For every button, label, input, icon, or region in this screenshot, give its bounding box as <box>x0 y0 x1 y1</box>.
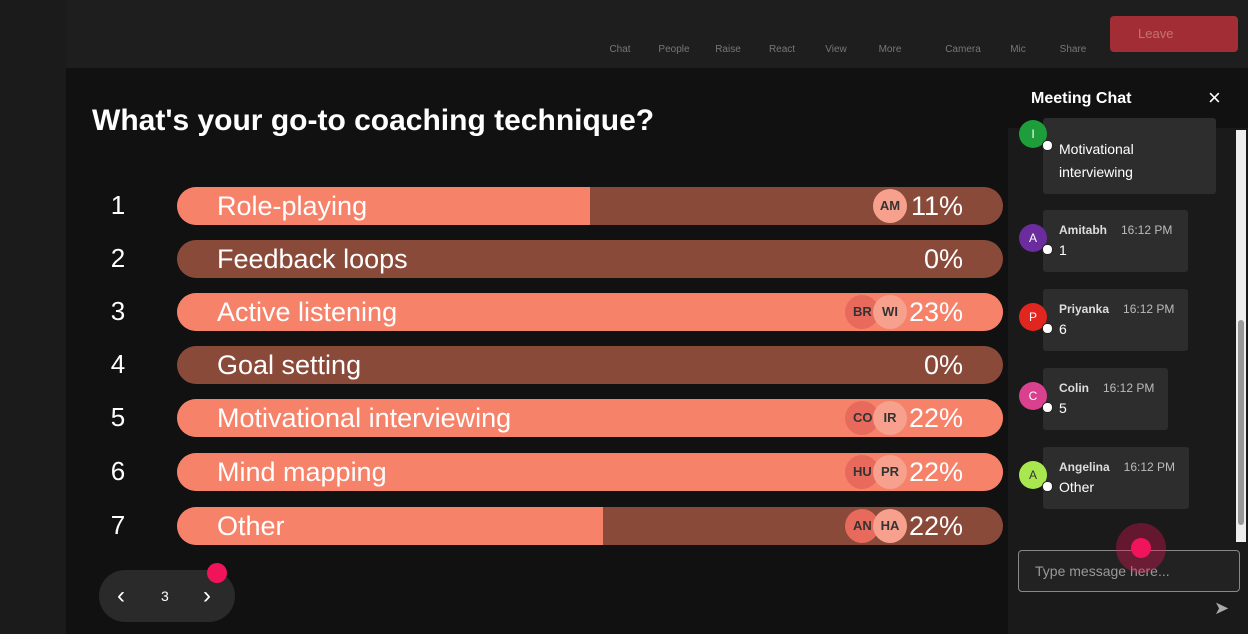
message-header: Amitabh 16:12 PM <box>1059 221 1172 237</box>
option-label: Feedback loops <box>217 244 408 274</box>
poll-question: What's your go-to coaching technique? <box>92 104 655 137</box>
sender-name: Angelina <box>1059 460 1110 474</box>
message-time: 16:12 PM <box>1123 302 1175 316</box>
avatar: IR <box>873 401 907 435</box>
toolbar-button[interactable]: Chat <box>609 44 631 55</box>
toolbar-button[interactable]: React <box>768 44 796 55</box>
chat-message: Amitabh 16:12 PM 1 <box>1043 210 1188 272</box>
option-percent: 23% <box>908 297 963 327</box>
chat-message: Priyanka 16:12 PM 6 <box>1043 289 1188 351</box>
chat-message: Motivational interviewing <box>1043 118 1216 194</box>
chat-title: Meeting Chat <box>1031 90 1132 107</box>
message-header: Priyanka 16:12 PM <box>1059 300 1174 316</box>
option-label: Role-playing <box>217 191 368 221</box>
toolbar-button[interactable]: People <box>658 44 690 55</box>
send-button[interactable]: ➤ <box>1214 598 1230 618</box>
option-number: 6 <box>110 456 126 486</box>
cursor-dot <box>207 563 227 583</box>
sidebar <box>0 0 66 634</box>
avatar: BR <box>845 295 879 329</box>
option-bar[interactable]: Other 22% AN HA <box>177 507 1003 545</box>
avatar: PR <box>873 455 907 489</box>
prev-button[interactable]: ‹ <box>117 582 125 609</box>
status-dot <box>1042 481 1053 492</box>
message-text: 6 <box>1059 321 1067 337</box>
option-label: Goal setting <box>217 350 362 380</box>
next-button[interactable]: › <box>203 582 211 609</box>
status-dot <box>1042 244 1053 255</box>
option-label: Mind mapping <box>217 457 387 487</box>
message-text: Motivational interviewing <box>1059 141 1134 180</box>
option-number: 4 <box>110 349 126 379</box>
message-header: Angelina 16:12 PM <box>1059 458 1175 474</box>
status-dot <box>1042 402 1053 413</box>
option-label: Other <box>217 511 285 541</box>
option-bar[interactable]: Goal setting 0% <box>177 346 1003 384</box>
message-time: 16:12 PM <box>1123 460 1176 474</box>
toolbar-button[interactable]: View <box>825 44 847 55</box>
bar-fill <box>177 187 590 225</box>
message-text: 1 <box>1059 242 1067 258</box>
chat-message: Colin 16:12 PM 5 <box>1043 368 1168 430</box>
toolbar-button[interactable]: Camera <box>945 44 981 55</box>
message-text: Other <box>1059 479 1095 495</box>
chat-message: Angelina 16:12 PM Other <box>1043 447 1189 509</box>
cursor-dot <box>1131 538 1151 558</box>
message-time: 16:12 PM <box>1103 381 1155 395</box>
message-time: 16:12 PM <box>1121 223 1173 237</box>
sender-name: Colin <box>1059 381 1089 395</box>
option-bar[interactable]: Mind mapping 22% HU PR <box>177 453 1003 491</box>
message-header: Colin 16:12 PM <box>1059 379 1154 395</box>
message-text: 5 <box>1059 400 1067 416</box>
option-percent: 22% <box>908 403 963 433</box>
option-label: Motivational interviewing <box>217 403 512 433</box>
message-input[interactable]: Type message here... <box>1018 550 1240 592</box>
option-bar[interactable]: Active listening 23% BR WI <box>177 293 1003 331</box>
option-number: 5 <box>110 402 126 432</box>
toolbar-button[interactable]: Share <box>1059 44 1087 55</box>
option-number: 7 <box>110 510 126 540</box>
option-number: 2 <box>110 243 126 273</box>
option-percent: 22% <box>908 457 963 487</box>
bar-fill <box>177 507 603 545</box>
scroll-thumb[interactable] <box>1238 320 1244 525</box>
avatar: WI <box>873 295 907 329</box>
close-button[interactable]: × <box>1208 85 1221 110</box>
toolbar-button[interactable]: More <box>878 44 902 55</box>
option-bar[interactable]: Motivational interviewing 22% CO IR <box>177 399 1003 437</box>
avatar: HA <box>873 509 907 543</box>
option-percent: 0% <box>923 244 963 274</box>
option-number: 3 <box>110 296 126 326</box>
cursor-halo <box>1116 523 1166 573</box>
avatar: AM <box>873 189 907 223</box>
option-percent: 22% <box>908 511 963 541</box>
leave-button[interactable]: Leave <box>1110 16 1238 52</box>
option-bar[interactable]: Feedback loops 0% <box>177 240 1003 278</box>
option-label: Active listening <box>217 297 398 327</box>
toolbar <box>66 0 1248 68</box>
status-dot <box>1042 140 1053 151</box>
placeholder: Type message here... <box>1035 563 1170 579</box>
toolbar-button[interactable]: Mic <box>1010 44 1026 55</box>
status-dot <box>1042 323 1053 334</box>
toolbar-button[interactable]: Raise <box>715 44 741 55</box>
option-number: 1 <box>110 190 126 220</box>
option-percent: 11% <box>910 191 963 221</box>
page-number: 3 <box>161 588 169 604</box>
option-bar[interactable]: Role-playing 11% AM <box>177 187 1003 225</box>
sender-avatar: C <box>1019 382 1047 410</box>
scrollbar <box>1236 130 1246 542</box>
sender-name: Amitabh <box>1059 223 1107 237</box>
option-percent: 0% <box>923 350 963 380</box>
sender-name: Priyanka <box>1059 302 1110 316</box>
